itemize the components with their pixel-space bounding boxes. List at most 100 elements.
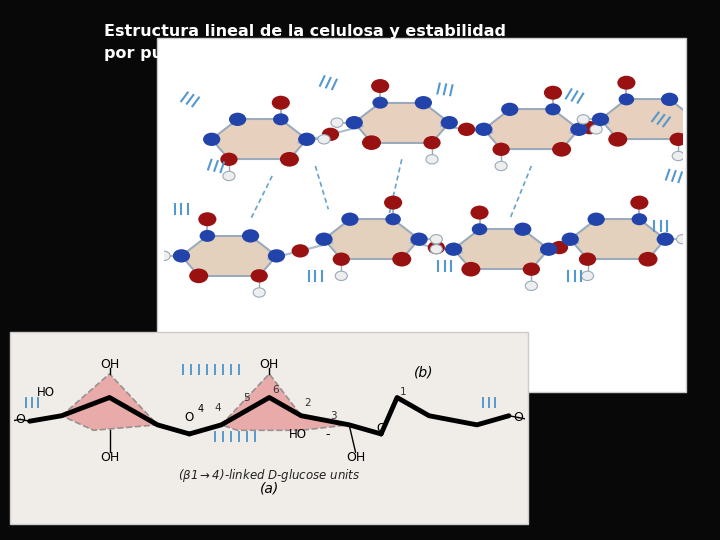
Circle shape xyxy=(223,171,235,180)
Circle shape xyxy=(657,233,674,246)
Bar xyxy=(0,294,720,297)
Polygon shape xyxy=(181,236,276,276)
Bar xyxy=(0,332,720,335)
Bar xyxy=(0,489,720,491)
Circle shape xyxy=(445,242,462,256)
Text: OH: OH xyxy=(100,451,119,464)
Bar xyxy=(0,405,720,408)
Bar xyxy=(0,275,720,278)
Bar xyxy=(0,383,720,386)
Polygon shape xyxy=(62,374,158,430)
Bar xyxy=(0,351,720,354)
Circle shape xyxy=(672,151,684,160)
Text: 5: 5 xyxy=(243,393,251,402)
Circle shape xyxy=(318,134,330,144)
Bar xyxy=(0,373,720,375)
Circle shape xyxy=(577,114,589,124)
Text: O: O xyxy=(513,411,523,424)
Bar xyxy=(0,278,720,281)
Polygon shape xyxy=(221,374,349,430)
Circle shape xyxy=(410,233,428,246)
Text: O: O xyxy=(377,422,386,435)
Polygon shape xyxy=(600,99,696,139)
Bar xyxy=(0,305,720,308)
Bar xyxy=(0,367,720,370)
Bar xyxy=(0,292,720,294)
Bar xyxy=(0,429,720,432)
Bar xyxy=(0,475,720,478)
Bar xyxy=(0,302,720,305)
Circle shape xyxy=(687,113,704,126)
Circle shape xyxy=(540,242,557,256)
Bar xyxy=(0,408,720,410)
Circle shape xyxy=(523,262,540,276)
Bar xyxy=(0,400,720,402)
Bar xyxy=(0,418,720,421)
Text: 3: 3 xyxy=(330,411,336,421)
Bar xyxy=(0,526,720,529)
Circle shape xyxy=(588,213,605,226)
Bar xyxy=(0,535,720,537)
Circle shape xyxy=(670,133,687,146)
Bar xyxy=(0,421,720,424)
Bar xyxy=(0,284,720,286)
Bar xyxy=(0,364,720,367)
Bar xyxy=(0,300,720,302)
Circle shape xyxy=(242,229,259,242)
Circle shape xyxy=(280,152,299,167)
Circle shape xyxy=(470,206,489,220)
Bar xyxy=(0,427,720,429)
Circle shape xyxy=(552,142,571,157)
Bar xyxy=(0,467,720,470)
Bar xyxy=(0,386,720,389)
Circle shape xyxy=(431,245,442,254)
Circle shape xyxy=(392,252,411,267)
Text: OH: OH xyxy=(260,358,279,371)
Text: (b): (b) xyxy=(413,366,433,380)
Circle shape xyxy=(545,103,561,116)
Circle shape xyxy=(492,143,510,156)
Circle shape xyxy=(551,241,568,254)
Text: OH: OH xyxy=(346,451,365,464)
Circle shape xyxy=(472,223,487,235)
Circle shape xyxy=(220,153,238,166)
Circle shape xyxy=(639,252,657,267)
Bar xyxy=(0,297,720,300)
Circle shape xyxy=(426,154,438,164)
Bar xyxy=(0,370,720,373)
Bar xyxy=(0,513,720,516)
Polygon shape xyxy=(324,219,419,259)
Bar xyxy=(0,375,720,378)
Circle shape xyxy=(336,271,347,280)
Bar xyxy=(0,472,720,475)
Circle shape xyxy=(273,113,289,125)
Bar xyxy=(0,354,720,356)
Circle shape xyxy=(431,234,442,244)
Circle shape xyxy=(158,251,170,260)
Circle shape xyxy=(315,233,333,246)
Bar xyxy=(0,529,720,532)
Circle shape xyxy=(475,123,492,136)
Circle shape xyxy=(661,93,678,106)
Bar xyxy=(0,502,720,505)
Circle shape xyxy=(292,244,309,258)
Circle shape xyxy=(617,76,636,90)
Bar xyxy=(0,464,720,467)
Bar xyxy=(0,273,720,275)
Circle shape xyxy=(173,249,190,262)
Bar xyxy=(0,286,720,289)
Circle shape xyxy=(428,241,445,254)
Polygon shape xyxy=(212,119,307,159)
Circle shape xyxy=(229,113,246,126)
Circle shape xyxy=(590,125,602,134)
Circle shape xyxy=(495,161,507,171)
Circle shape xyxy=(630,195,649,210)
Circle shape xyxy=(298,133,315,146)
Text: OH: OH xyxy=(100,358,119,371)
Text: HO: HO xyxy=(289,428,307,441)
Bar xyxy=(0,448,720,451)
Circle shape xyxy=(199,230,215,242)
Bar xyxy=(0,510,720,513)
Bar xyxy=(0,402,720,405)
Bar xyxy=(0,270,720,273)
